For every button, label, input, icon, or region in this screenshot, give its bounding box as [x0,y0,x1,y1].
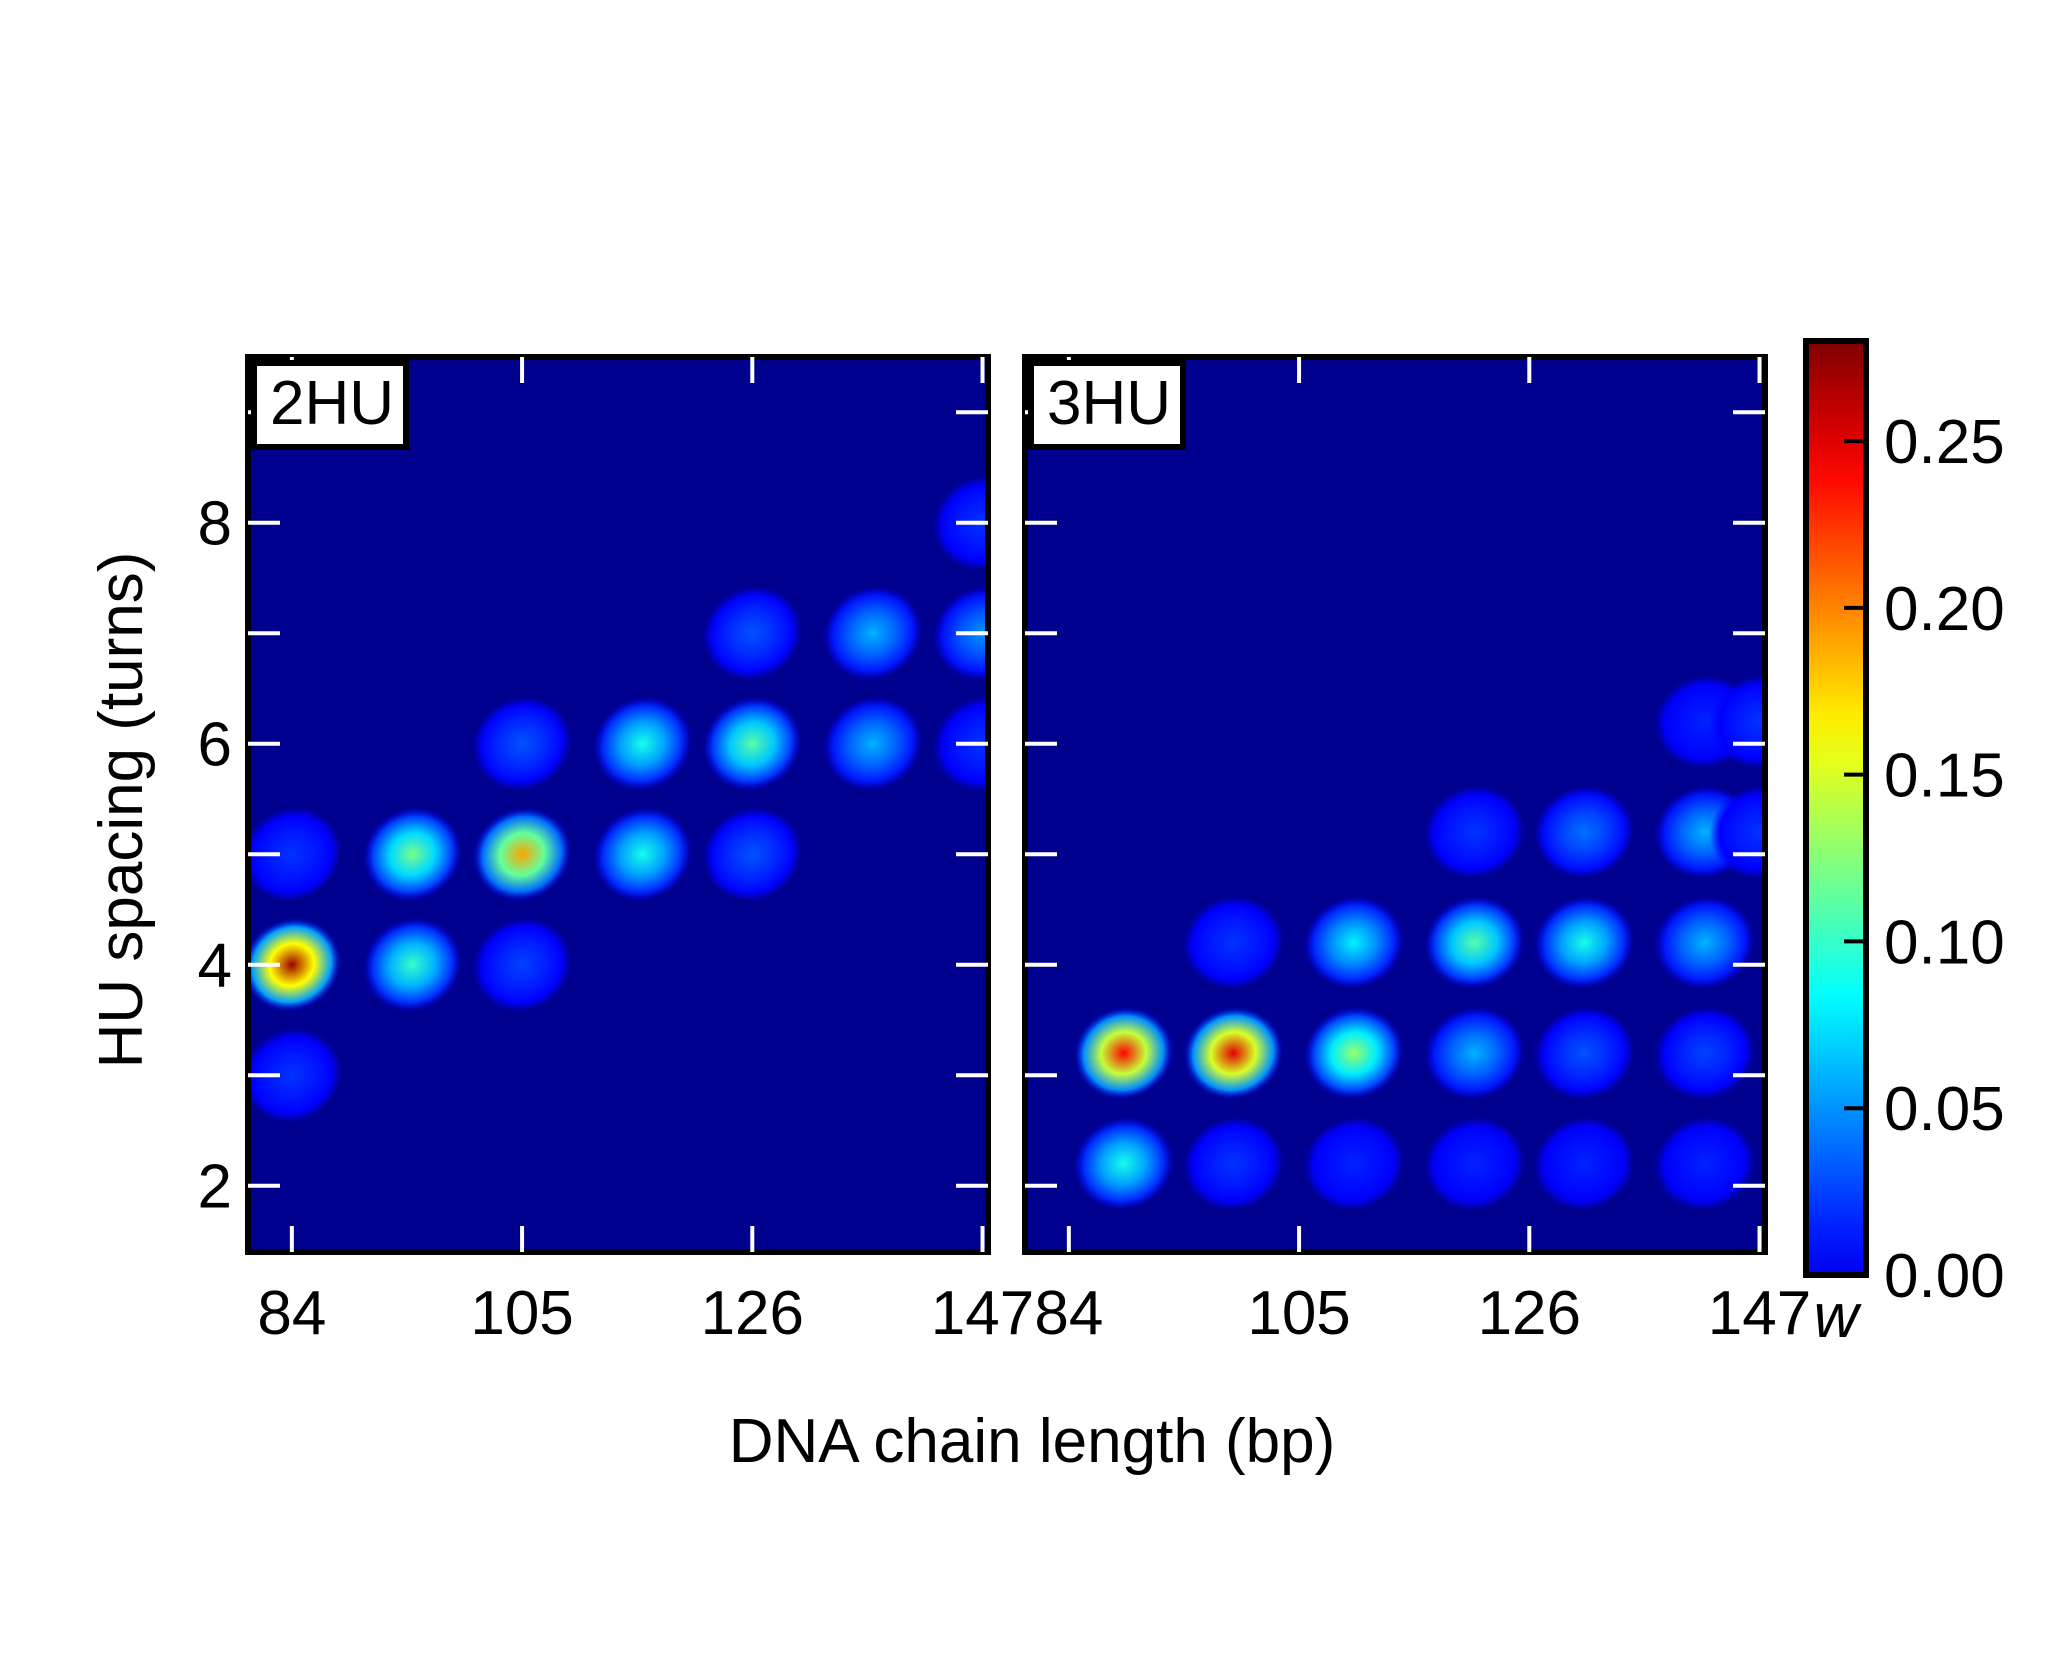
heatmap-peak [823,586,923,681]
y-axis-title: HU spacing (turns) [87,552,156,1069]
heatmap-peak [702,586,802,681]
heatmap-peak [362,917,462,1012]
colorbar-gradient [1803,338,1869,1278]
heatmap-peak [1654,896,1755,990]
heatmap-peak [1424,1117,1525,1211]
x-tick-label: 147 [931,1279,1034,1348]
heatmap-peak [1424,1006,1525,1100]
heatmap-peak [1654,1117,1755,1211]
panel-frame [1022,354,1768,1255]
x-tick-label: 84 [257,1279,326,1348]
colorbar-title: w [1814,1282,1863,1351]
x-tick-label: 105 [470,1279,573,1348]
panel-frame [245,354,991,1255]
heatmap-peak [1534,1117,1635,1211]
heatmap-peak [248,1028,342,1123]
colorbar-tick-label: 0.15 [1884,742,2005,811]
heatmap-peak [1073,1117,1174,1211]
y-tick-label: 2 [198,1153,232,1222]
heatmap-peak [1183,1006,1284,1100]
heatmap-peak [1303,1117,1404,1211]
x-axis-title: DNA chain length (bp) [729,1407,1336,1476]
colorbar-tick-label: 0.00 [1884,1242,2005,1311]
heatmap-peak [472,917,572,1012]
heatmap-peak [472,696,572,791]
colorbar-tick-label: 0.05 [1884,1075,2005,1144]
x-tick-label: 126 [701,1279,804,1348]
y-tick-label: 6 [198,711,232,780]
heatmap-peak [1534,1006,1635,1100]
colorbar-tick-label: 0.20 [1884,575,2005,644]
heatmap-peak [823,696,923,791]
heatmap-peak [1303,1006,1404,1100]
heatmap-peak [472,807,572,902]
heatmap-peak [362,807,462,902]
heatmap-peak [1424,896,1525,990]
heatmap-peak [593,696,693,791]
colorbar-tick-label: 0.10 [1884,908,2005,977]
colorbar: 0.00 0.05 0.10 0.15 0.20 0.25 w [1803,338,2005,1351]
x-tick-label: 84 [1034,1279,1103,1348]
heatmap-peak [702,807,802,902]
heatmap-background [248,357,988,1252]
panel-label: 3HU [1047,369,1171,438]
y-tick-label: 8 [198,490,232,559]
colorbar-tick-label: 0.25 [1884,408,2005,477]
heatmap-peak [1534,896,1635,990]
x-tick-label: 126 [1478,1279,1581,1348]
heatmap-panel-3hu: 84 105 126 147 3HU [1022,354,1811,1348]
heatmap-peak [248,807,342,902]
y-tick-label: 4 [198,932,232,1001]
heatmap-background [1025,357,1765,1252]
panel-label-box [1028,360,1186,450]
heatmap-peak [1183,896,1284,990]
heatmap-panel-2hu: 84 105 126 147 2 4 6 8 2HU [198,354,1034,1348]
heatmap-peak [1073,1006,1174,1100]
x-tick-label: 147 [1708,1279,1811,1348]
heatmap-peak [1424,785,1525,879]
heatmap-peak [1183,1117,1284,1211]
heatmap-peak [593,807,693,902]
heatmap-peak [702,696,802,791]
heatmap-peak [1654,1006,1755,1100]
heatmap-peak [248,917,342,1012]
heatmap-peak [1303,896,1404,990]
heatmap-peak [1534,785,1635,879]
panel-label-box [251,360,409,450]
x-tick-label: 105 [1247,1279,1350,1348]
panel-label: 2HU [270,369,394,438]
